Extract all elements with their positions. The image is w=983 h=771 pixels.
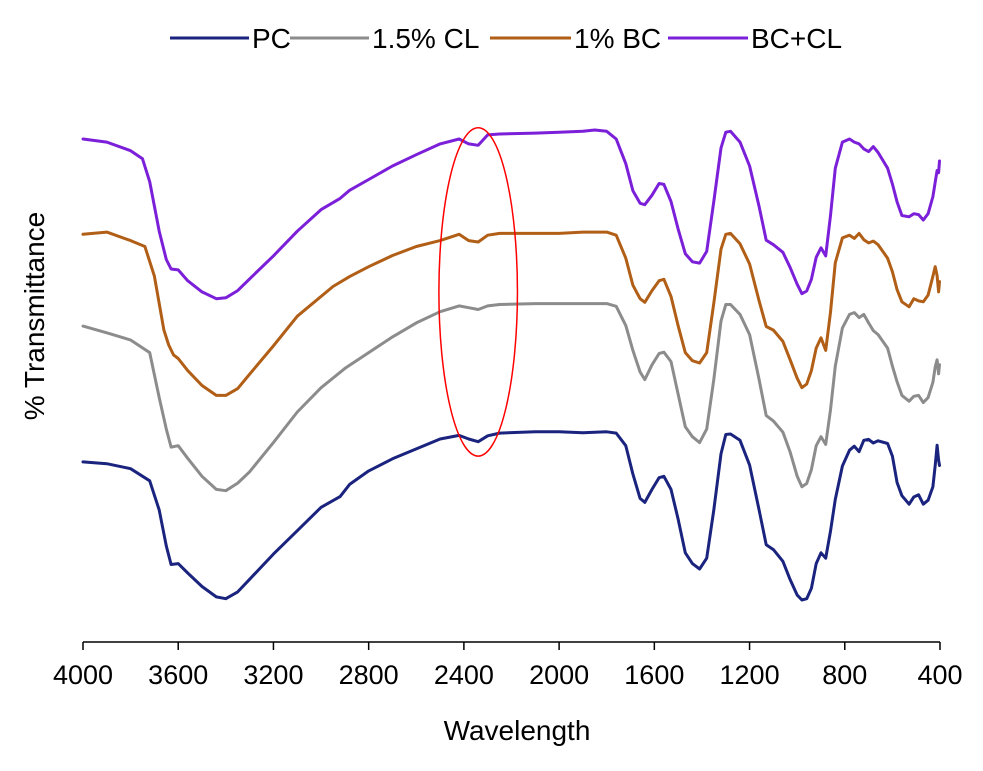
legend-label-pc: PC: [252, 23, 291, 54]
series-line-pc: [81, 430, 941, 602]
y-axis-label: % Transmittance: [19, 212, 50, 421]
legend: PC 1.5% CL 1% BC BC+CL: [170, 23, 842, 54]
legend-label-bc-cl: BC+CL: [751, 23, 842, 54]
series-line-1-bc: [81, 230, 941, 397]
x-tick-label-800: 800: [822, 660, 867, 690]
x-axis-ticks: 4000 3600 3200 2800 2400 2000 1600 1200 800 400: [53, 642, 963, 690]
series-line-1-5-cl: [81, 302, 941, 493]
legend-label-1-5-cl: 1.5% CL: [372, 23, 479, 54]
legend-label-1-bc: 1% BC: [574, 23, 661, 54]
x-tick-label-3200: 3200: [243, 660, 303, 690]
series-line-bc-cl: [81, 128, 941, 301]
x-tick-label-2400: 2400: [434, 660, 494, 690]
x-tick-label-400: 400: [917, 660, 962, 690]
x-axis-label: Wavelength: [444, 715, 591, 746]
x-tick-label-2000: 2000: [529, 660, 589, 690]
highlight-ellipse: [438, 127, 519, 457]
x-tick-label-3600: 3600: [148, 660, 208, 690]
series-layer: [81, 128, 941, 602]
annotation-layer: [438, 127, 519, 457]
x-tick-label-1600: 1600: [624, 660, 684, 690]
x-tick-label-2800: 2800: [339, 660, 399, 690]
x-tick-label-1200: 1200: [720, 660, 780, 690]
x-tick-label-4000: 4000: [53, 660, 113, 690]
